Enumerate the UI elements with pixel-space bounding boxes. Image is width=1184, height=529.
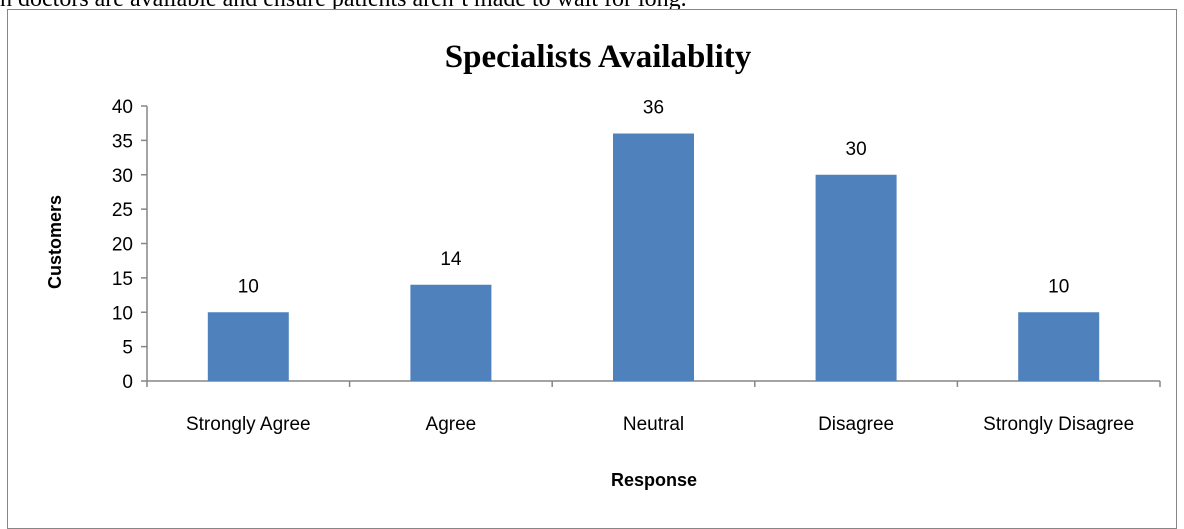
data-label: 10 xyxy=(238,276,259,297)
bar xyxy=(1018,312,1100,381)
bars-group xyxy=(207,133,1100,381)
data-label: 30 xyxy=(846,139,867,160)
bar xyxy=(207,312,289,381)
y-tick-label: 40 xyxy=(112,97,133,118)
y-tick-label: 5 xyxy=(122,338,133,359)
data-label: 36 xyxy=(643,98,664,119)
data-label: 10 xyxy=(1048,276,1069,297)
data-labels-group: 10 14 36 30 10 xyxy=(238,98,1070,298)
bar xyxy=(410,284,492,381)
category-label: Strongly Agree xyxy=(186,414,311,435)
y-tick-label: 25 xyxy=(112,200,133,221)
y-tick-label: 35 xyxy=(112,131,133,152)
y-tick-label: 30 xyxy=(112,166,133,187)
y-axis-title: Customers xyxy=(45,195,65,289)
y-tick-label: 20 xyxy=(112,235,133,256)
category-label: Neutral xyxy=(623,414,684,435)
chart-title: Specialists Availablity xyxy=(445,39,752,75)
bar xyxy=(815,174,897,381)
category-labels-group: Strongly Agree Agree Neutral Disagree Strong… xyxy=(186,414,1134,435)
bar-chart: Specialists Availablity 0 5 10 15 20 25 30 35 40… xyxy=(45,39,1161,490)
x-axis xyxy=(146,380,1161,387)
data-label: 14 xyxy=(440,249,462,270)
category-label: Disagree xyxy=(818,414,894,435)
chart-frame: Specialists Availablity 0 5 10 15 20 25 30 35 40… xyxy=(7,9,1177,529)
y-tick-label: 10 xyxy=(112,303,133,324)
y-axis: 0 5 10 15 20 25 30 35 40 xyxy=(112,97,148,393)
y-tick-label: 0 xyxy=(122,372,133,393)
category-label: Agree xyxy=(426,414,477,435)
bar xyxy=(613,133,694,381)
x-axis-title: Response xyxy=(611,470,697,490)
category-label: Strongly Disagree xyxy=(983,414,1134,435)
y-tick-label: 15 xyxy=(112,269,133,290)
